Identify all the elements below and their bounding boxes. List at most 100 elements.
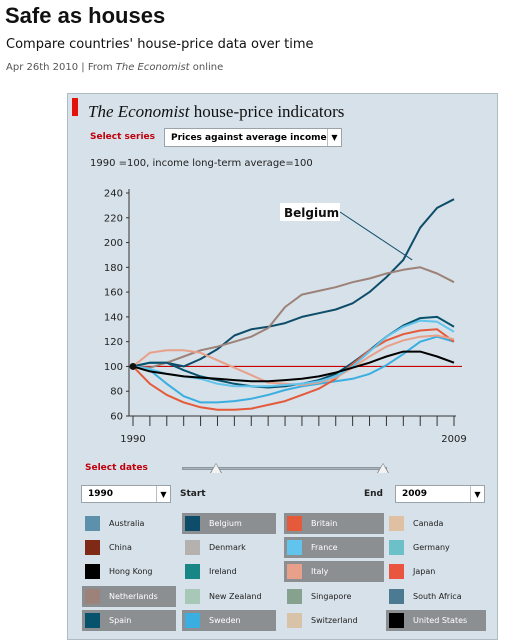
legend-swatch	[389, 540, 404, 556]
series-dropdown-value: Prices against average income	[171, 132, 327, 143]
legend-swatch	[287, 540, 302, 556]
legend-label: United States	[413, 615, 468, 625]
legend-swatch	[287, 612, 302, 628]
series-line-belgium[interactable]	[132, 198, 455, 368]
legend-swatch	[287, 516, 302, 531]
legend-item-netherlands[interactable]: Netherlands	[82, 585, 176, 607]
end-date-dropdown[interactable]: 2009 ▼	[395, 485, 485, 503]
legend-label: France	[311, 543, 338, 553]
legend-swatch	[287, 588, 302, 604]
house-price-chart: 60 80 100 120 140 160 180 200 220 240 1990 2009 Belg…	[104, 189, 467, 446]
y-tick-label: 140	[104, 312, 123, 323]
legend-item-hong-kong[interactable]: Hong Kong	[82, 561, 176, 582]
legend-label: Sweden	[209, 615, 241, 625]
select-dates-label: Select dates	[85, 463, 148, 473]
legend-label: Ireland	[209, 567, 237, 577]
slider-end-thumb[interactable]	[378, 464, 388, 473]
legend-label: Japan	[413, 567, 436, 577]
legend-swatch	[185, 516, 200, 531]
index-note: 1990 =100, income long-term average=100	[90, 158, 313, 169]
start-date-dropdown[interactable]: 1990 ▼	[81, 485, 171, 503]
legend-swatch	[85, 564, 100, 580]
legend-item-australia[interactable]: Australia	[82, 513, 176, 534]
legend-item-ireland[interactable]: Ireland	[182, 561, 276, 582]
select-series-label: Select series	[90, 132, 155, 142]
legend-label: Spain	[109, 615, 132, 625]
series-dropdown[interactable]: Prices against average income ▼	[164, 128, 342, 147]
legend-item-britain[interactable]: Britain	[284, 513, 384, 534]
legend-label: Singapore	[311, 591, 352, 601]
legend-item-singapore[interactable]: Singapore	[284, 586, 384, 607]
legend-item-china[interactable]: China	[82, 537, 176, 558]
y-tick-label: 120	[104, 337, 123, 348]
meta-suffix: online	[189, 62, 224, 73]
chevron-down-icon[interactable]: ▼	[470, 486, 484, 502]
slider-start-thumb[interactable]	[211, 464, 221, 473]
legend-label: Belgium	[209, 519, 242, 528]
x-tick-label: 1990	[120, 434, 145, 445]
legend-item-japan[interactable]: Japan	[386, 561, 486, 582]
legend-swatch	[389, 588, 404, 604]
y-tick-label: 100	[104, 362, 123, 373]
legend-swatch	[85, 540, 100, 556]
series-line-italy[interactable]	[132, 334, 455, 386]
annotation-leader-line	[339, 211, 413, 261]
legend-swatch	[185, 540, 200, 556]
legend-label: New Zealand	[209, 591, 262, 601]
legend-item-denmark[interactable]: Denmark	[182, 537, 276, 558]
end-label: End	[364, 489, 383, 499]
legend-item-spain[interactable]: Spain	[82, 609, 176, 631]
series-line-netherlands[interactable]	[132, 266, 455, 369]
legend-label: Canada	[413, 519, 444, 528]
chevron-down-icon[interactable]: ▼	[327, 129, 341, 146]
legend-item-belgium[interactable]: Belgium	[182, 513, 276, 534]
article-subtitle: Compare countries' house-price data over…	[6, 37, 314, 52]
legend-item-sweden[interactable]: Sweden	[182, 609, 276, 631]
legend-item-italy[interactable]: Italy	[284, 561, 384, 583]
widget-title: The Economist house-price indicators	[88, 102, 344, 122]
legend-item-switzerland[interactable]: Switzerland	[284, 610, 384, 631]
legend-label: Britain	[311, 519, 338, 528]
house-price-widget: The Economist house-price indicators Sel…	[67, 93, 498, 640]
legend-item-south-africa[interactable]: South Africa	[386, 586, 486, 607]
chevron-down-icon[interactable]: ▼	[156, 486, 170, 502]
widget-title-brand: The Economist	[88, 102, 190, 121]
article-date: Apr 26th 2010	[6, 62, 79, 73]
y-tick-label: 220	[104, 213, 123, 224]
legend-swatch	[287, 564, 302, 580]
legend-swatch	[389, 516, 404, 531]
legend-swatch	[185, 588, 200, 604]
legend-swatch	[85, 612, 100, 628]
meta-separator: | From	[78, 62, 116, 73]
start-point-marker	[129, 362, 137, 370]
y-tick-label: 180	[104, 263, 123, 274]
legend-item-new-zealand[interactable]: New Zealand	[182, 586, 276, 607]
start-label: Start	[180, 489, 206, 499]
annotation-box	[280, 203, 340, 221]
legend-swatch	[389, 564, 404, 580]
legend-item-germany[interactable]: Germany	[386, 537, 486, 558]
series-line-britain[interactable]	[132, 328, 455, 411]
article-source[interactable]: The Economist	[115, 62, 190, 73]
y-tick-label: 160	[104, 288, 123, 299]
legend-swatch	[85, 516, 100, 531]
series-line-sweden[interactable]	[132, 335, 455, 404]
start-date-value: 1990	[88, 489, 114, 499]
legend-item-canada[interactable]: Canada	[386, 513, 486, 534]
legend-item-united-states[interactable]: United States	[386, 609, 486, 631]
x-tick-label: 2009	[441, 434, 466, 445]
widget-title-rest: house-price indicators	[189, 102, 345, 121]
legend-swatch	[85, 588, 100, 604]
legend-item-france[interactable]: France	[284, 537, 384, 559]
legend-label: China	[109, 543, 132, 553]
end-date-value: 2009	[402, 489, 428, 499]
legend-label: Germany	[413, 543, 450, 553]
legend-swatch	[185, 612, 200, 628]
legend-label: Hong Kong	[109, 567, 153, 577]
series-line-united-states[interactable]	[132, 350, 455, 383]
y-tick-label: 200	[104, 238, 123, 249]
y-tick-label: 240	[104, 189, 123, 200]
legend-label: Netherlands	[109, 591, 158, 601]
legend-label: Denmark	[209, 543, 246, 553]
article-meta: Apr 26th 2010 | From The Economist onlin…	[6, 62, 223, 73]
